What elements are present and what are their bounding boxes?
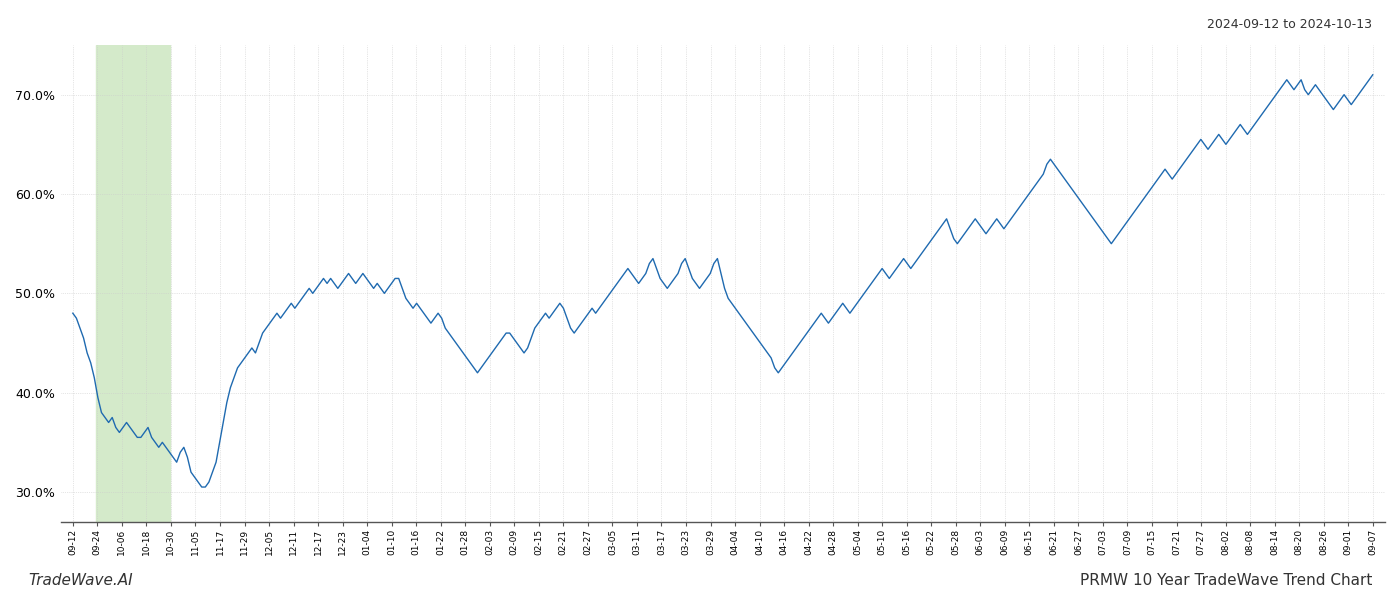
Text: 2024-09-12 to 2024-10-13: 2024-09-12 to 2024-10-13 bbox=[1207, 18, 1372, 31]
Text: TradeWave.AI: TradeWave.AI bbox=[28, 573, 133, 588]
Text: PRMW 10 Year TradeWave Trend Chart: PRMW 10 Year TradeWave Trend Chart bbox=[1079, 573, 1372, 588]
Bar bbox=[97, 45, 171, 522]
